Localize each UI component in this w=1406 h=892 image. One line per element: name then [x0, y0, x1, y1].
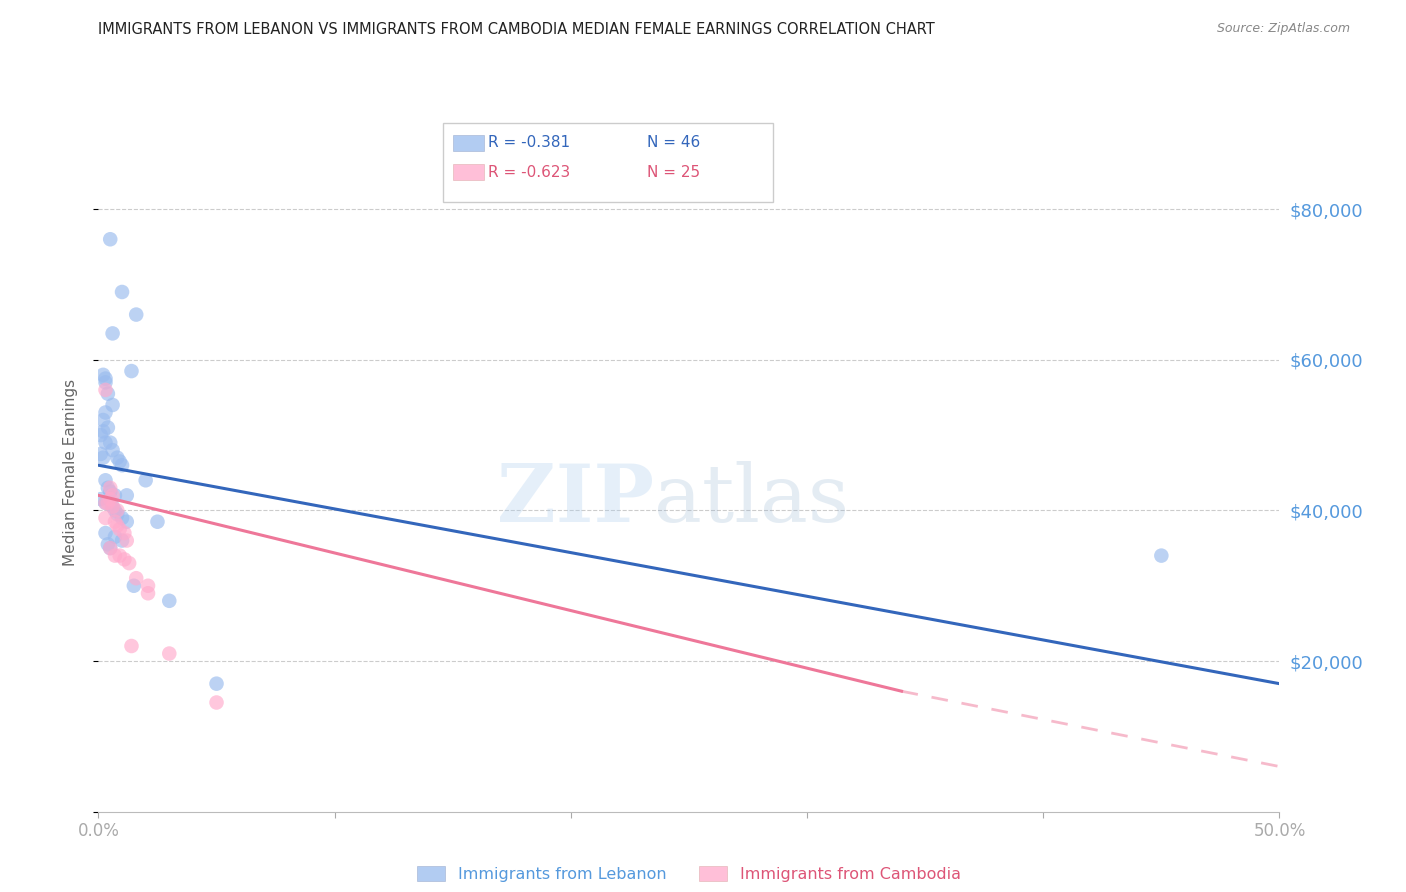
- Point: [91, 368, 114, 382]
- Point: [101, 500, 124, 514]
- Point: [125, 571, 148, 585]
- Point: [101, 500, 124, 514]
- Point: [157, 594, 180, 608]
- Point: [105, 518, 128, 533]
- Point: [98, 541, 121, 555]
- Point: [111, 458, 134, 473]
- Text: Source: ZipAtlas.com: Source: ZipAtlas.com: [1216, 22, 1350, 36]
- Point: [90, 492, 112, 507]
- Point: [112, 552, 135, 566]
- Legend: Immigrants from Lebanon, Immigrants from Cambodia: Immigrants from Lebanon, Immigrants from…: [411, 860, 967, 888]
- Point: [121, 639, 143, 653]
- Point: [104, 503, 127, 517]
- Point: [115, 515, 138, 529]
- Point: [94, 376, 117, 390]
- Point: [112, 526, 135, 541]
- Point: [94, 526, 117, 541]
- Point: [98, 435, 121, 450]
- Point: [98, 492, 121, 507]
- Text: atlas: atlas: [654, 461, 849, 539]
- Point: [91, 413, 114, 427]
- Point: [98, 481, 121, 495]
- Text: N = 46: N = 46: [647, 136, 700, 150]
- Point: [97, 481, 120, 495]
- Point: [115, 488, 138, 502]
- Point: [111, 511, 134, 525]
- Point: [1150, 549, 1173, 563]
- Point: [97, 420, 120, 434]
- Point: [108, 549, 131, 563]
- Text: ZIP: ZIP: [496, 461, 654, 539]
- Point: [136, 586, 159, 600]
- Point: [94, 496, 117, 510]
- Point: [94, 511, 117, 525]
- Point: [111, 285, 134, 299]
- Point: [135, 473, 157, 487]
- Text: R = -0.623: R = -0.623: [488, 165, 569, 179]
- Point: [97, 386, 120, 401]
- Point: [91, 425, 114, 439]
- Point: [121, 364, 143, 378]
- Point: [94, 435, 117, 450]
- Point: [104, 530, 127, 544]
- Point: [136, 579, 159, 593]
- Point: [91, 450, 114, 465]
- Point: [98, 541, 121, 555]
- Point: [90, 428, 112, 442]
- Text: IMMIGRANTS FROM LEBANON VS IMMIGRANTS FROM CAMBODIA MEDIAN FEMALE EARNINGS CORRE: IMMIGRANTS FROM LEBANON VS IMMIGRANTS FR…: [98, 22, 935, 37]
- Point: [104, 549, 127, 563]
- Point: [105, 507, 128, 521]
- Point: [104, 488, 127, 502]
- Point: [104, 515, 127, 529]
- Point: [157, 647, 180, 661]
- Point: [97, 537, 120, 551]
- Point: [146, 515, 169, 529]
- Point: [108, 522, 131, 536]
- Point: [94, 473, 117, 487]
- Text: N = 25: N = 25: [647, 165, 700, 179]
- Point: [94, 496, 117, 510]
- Point: [118, 556, 141, 570]
- Point: [101, 398, 124, 412]
- Point: [105, 450, 128, 465]
- Point: [94, 383, 117, 397]
- Point: [105, 503, 128, 517]
- Point: [94, 371, 117, 385]
- Y-axis label: Median Female Earnings: Median Female Earnings: [63, 379, 77, 566]
- Point: [111, 533, 134, 548]
- Point: [125, 308, 148, 322]
- Point: [98, 232, 121, 246]
- Point: [97, 496, 120, 510]
- Point: [101, 443, 124, 458]
- Point: [115, 533, 138, 548]
- Point: [122, 579, 145, 593]
- Point: [205, 696, 228, 710]
- Point: [101, 488, 124, 502]
- Point: [205, 676, 228, 690]
- Point: [94, 405, 117, 419]
- Text: R = -0.381: R = -0.381: [488, 136, 569, 150]
- Point: [90, 447, 112, 461]
- Point: [108, 454, 131, 468]
- Point: [101, 326, 124, 341]
- Point: [98, 484, 121, 499]
